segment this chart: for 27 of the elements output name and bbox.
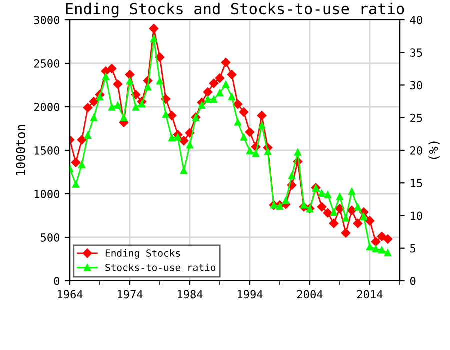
y-axis-title: 1000ton — [16, 125, 26, 176]
y-tick-label: 3000 — [34, 16, 60, 24]
y2-tick-label: 0 — [410, 277, 416, 286]
y2-tick-label: 15 — [411, 179, 422, 188]
x-tick-label: 2004 — [297, 290, 323, 299]
y2-tick-label: 35 — [410, 48, 422, 58]
y-tick-label: 1000 — [34, 190, 60, 198]
x-tick-label: 1984 — [178, 290, 203, 299]
y2-axis-title: (%) — [428, 142, 440, 160]
y-tick-label: 0 — [54, 277, 60, 286]
legend-label: Ending Stocks — [106, 249, 180, 259]
legend-label: Stocks-to-use ratio — [106, 264, 216, 272]
chart-title: Ending Stocks and Stocks-to-use ratio — [66, 2, 404, 18]
y-tick-label: 2000 — [34, 103, 60, 112]
y2-tick-label: 30 — [410, 81, 422, 90]
y2-tick-label: 25 — [410, 114, 422, 122]
y-tick-label: 2500 — [34, 60, 60, 68]
y-tick-label: 500 — [40, 234, 60, 242]
y2-tick-label: 5 — [410, 244, 416, 253]
y2-tick-label: 20 — [410, 146, 422, 155]
x-tick-label: 2014 — [357, 290, 383, 299]
y-tick-label: 1500 — [34, 146, 60, 155]
x-tick-label: 1994 — [238, 290, 263, 299]
x-tick-label: 1974 — [118, 290, 143, 299]
x-tick-label: 1964 — [58, 290, 83, 299]
y2-tick-label: 10 — [411, 212, 422, 220]
y2-tick-label: 40 — [410, 16, 422, 24]
